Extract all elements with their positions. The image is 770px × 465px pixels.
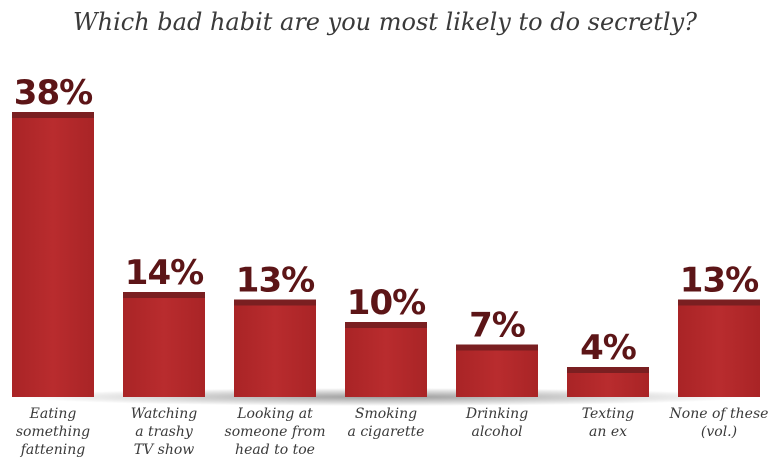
category-label-6-line-0: None of these bbox=[669, 406, 769, 422]
value-label-4: 7% bbox=[469, 306, 525, 346]
category-label-6: None of these (vol.) bbox=[669, 406, 769, 440]
bar-6 bbox=[678, 299, 760, 397]
category-label-0-line-1: something bbox=[16, 424, 90, 440]
bar-cap-2 bbox=[234, 299, 316, 306]
bar-2 bbox=[234, 299, 316, 397]
value-labels-group: 38% 14% 13% 10% 7% 4% 13% bbox=[14, 73, 759, 368]
category-label-2-line-0: Looking at bbox=[236, 406, 313, 422]
category-label-0-line-2: fattening bbox=[20, 442, 86, 458]
category-label-2-line-1: someone from bbox=[225, 424, 326, 440]
category-label-6-line-1: (vol.) bbox=[701, 424, 737, 440]
value-label-5: 4% bbox=[580, 328, 636, 368]
value-label-0: 38% bbox=[14, 73, 92, 113]
bar-cap-6 bbox=[678, 299, 760, 306]
bar-1 bbox=[123, 292, 205, 397]
category-label-5-line-0: Texting bbox=[582, 406, 635, 422]
category-label-3-line-0: Smoking bbox=[355, 406, 417, 422]
category-label-2-line-2: head to toe bbox=[235, 442, 315, 458]
category-label-5-line-1: an ex bbox=[589, 424, 627, 440]
category-label-0-line-0: Eating bbox=[29, 406, 77, 422]
category-label-5: Texting an ex bbox=[582, 406, 635, 440]
bar-cap-1 bbox=[123, 292, 205, 298]
category-label-1-line-1: a trashy bbox=[135, 424, 194, 440]
bar-3 bbox=[345, 322, 427, 397]
value-label-2: 13% bbox=[236, 261, 314, 301]
bar-0 bbox=[12, 112, 94, 397]
bar-4 bbox=[456, 344, 538, 397]
value-label-6: 13% bbox=[680, 261, 758, 301]
value-label-3: 10% bbox=[347, 283, 425, 323]
category-label-1-line-0: Watching bbox=[131, 406, 197, 422]
bar-cap-3 bbox=[345, 322, 427, 328]
category-label-0: Eating something fattening bbox=[16, 406, 90, 458]
category-label-3: Smoking a cigarette bbox=[348, 406, 425, 440]
category-label-1: Watching a trashy TV show bbox=[131, 406, 197, 458]
category-label-2: Looking at someone from head to toe bbox=[225, 406, 326, 458]
category-label-4-line-1: alcohol bbox=[471, 424, 522, 440]
bar-cap-0 bbox=[12, 112, 94, 118]
chart-title: Which bad habit are you most likely to d… bbox=[73, 8, 697, 36]
category-labels-group: Eating something fattening Watching a trashy… bbox=[16, 406, 769, 458]
category-label-3-line-1: a cigarette bbox=[348, 424, 425, 440]
category-label-4-line-0: Drinking bbox=[465, 406, 528, 422]
category-label-1-line-2: TV show bbox=[134, 442, 195, 458]
category-label-4: Drinking alcohol bbox=[465, 406, 528, 440]
bar-cap-5 bbox=[567, 367, 649, 373]
bars-group bbox=[12, 112, 760, 397]
value-label-1: 14% bbox=[125, 253, 203, 293]
bar-cap-4 bbox=[456, 344, 538, 351]
